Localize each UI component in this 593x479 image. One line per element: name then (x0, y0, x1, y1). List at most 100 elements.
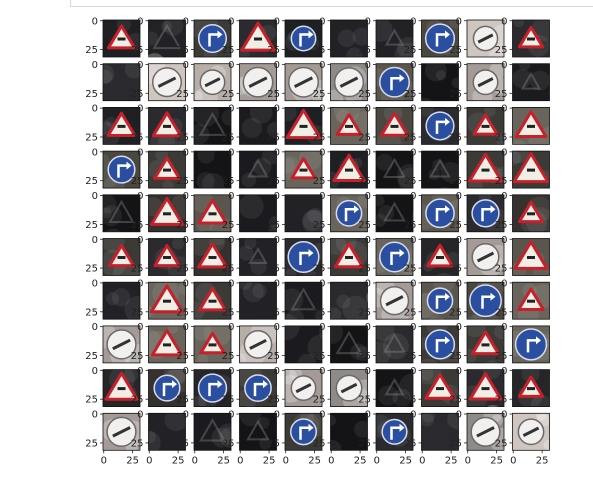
tile-texture (249, 100, 273, 124)
y-tick-label: 25 (313, 307, 326, 318)
warning-symbol (481, 124, 490, 128)
faint-sign (382, 332, 407, 353)
sign-image-tile: 0 25 (404, 187, 467, 233)
faint-sign (290, 287, 317, 311)
arrow-icon (390, 76, 400, 91)
tile-texture (280, 288, 304, 312)
axes-frame (421, 19, 459, 58)
tile-texture (272, 313, 300, 341)
tile-background (285, 282, 322, 320)
y-tick-label: 25 (176, 133, 189, 144)
arrow-icon (390, 251, 400, 265)
faint-sign (247, 158, 269, 178)
axes-frame (193, 369, 232, 408)
tile-texture (137, 431, 161, 455)
axes-frame (375, 63, 414, 102)
warning-symbol (117, 387, 126, 391)
axes-frame (102, 325, 141, 364)
tile-texture (307, 207, 323, 224)
sign-image-tile: 0 25 (176, 60, 232, 110)
sign-image-tile: 0 25 (267, 313, 333, 372)
tile-texture (323, 89, 344, 110)
y-tick-label: 25 (358, 307, 371, 318)
arrow-icon (481, 295, 491, 309)
y-tick-label: 25 (85, 45, 98, 56)
tile-texture (528, 136, 539, 147)
warning-symbol (208, 343, 217, 347)
tile-texture (378, 385, 399, 406)
faint-sign (383, 201, 406, 222)
y-tick-label: 0 (456, 104, 462, 115)
y-tick-label: 25 (495, 45, 508, 56)
warning-symbol (117, 124, 126, 128)
tile-background (148, 413, 186, 451)
tile-texture (352, 27, 371, 46)
y-tick-label: 25 (222, 89, 235, 100)
arrow-icon (435, 120, 445, 134)
tile-texture (238, 245, 254, 261)
sign-image-tile: 0 25 (267, 104, 326, 145)
sign-image-tile: 0 25 (85, 147, 141, 197)
arrow-icon (253, 382, 263, 397)
tile-texture (105, 292, 119, 306)
tile-texture (532, 16, 558, 41)
axes-frame (102, 238, 141, 276)
axes-frame (375, 281, 414, 320)
y-tick-label: 25 (267, 133, 280, 144)
y-tick-label: 25 (404, 220, 417, 231)
y-tick-label: 25 (449, 264, 462, 275)
y-tick-label: 25 (222, 133, 235, 144)
warning-triangle (107, 244, 136, 268)
warning-triangle (285, 108, 322, 140)
sign-image-tile: 0 25 (131, 15, 186, 58)
y-tick-label: 25 (222, 395, 235, 406)
y-tick-label: 25 (85, 395, 98, 406)
y-tick-label: 25 (131, 351, 144, 362)
y-tick-label: 25 (176, 351, 189, 362)
blue-direction-sign (379, 241, 410, 273)
sign-image-tile: 0 25 (449, 235, 511, 277)
sign-image-tile: 0 25 (495, 278, 556, 326)
y-tick-label: 0 (92, 191, 98, 202)
sign-image-tile: 0 25 (85, 59, 144, 102)
tile-texture (192, 321, 212, 342)
axes-frame (148, 412, 186, 451)
tile-texture (322, 439, 342, 460)
arrow-head-icon (445, 336, 450, 345)
y-tick-label: 0 (410, 366, 416, 377)
tile-texture (111, 288, 131, 307)
tile-background (376, 369, 413, 407)
y-tick-label: 25 (267, 45, 280, 56)
warning-triangle (197, 242, 228, 269)
tile-texture (382, 333, 409, 360)
warning-triangle (517, 287, 545, 311)
y-tick-label: 25 (495, 220, 508, 231)
axes-frame (330, 412, 368, 451)
sign-stripe (339, 76, 359, 88)
faint-sign (335, 330, 363, 355)
warning-triangle (332, 153, 366, 182)
y-tick-label: 0 (137, 278, 143, 289)
x-tick-label: 0 (283, 455, 289, 466)
tile-texture (505, 139, 530, 164)
y-tick-label: 25 (222, 264, 235, 275)
tile-texture (97, 154, 110, 167)
axes-frame (102, 107, 141, 145)
y-tick-label: 25 (358, 264, 371, 275)
warning-triangle (290, 157, 317, 180)
axes-frame (421, 238, 459, 276)
tile-texture (327, 235, 347, 255)
blue-direction-sign (514, 328, 548, 361)
sign-image-tile: 0 25 (404, 272, 459, 320)
y-tick-label: 0 (410, 147, 416, 158)
axes-frame (466, 325, 505, 364)
tile-texture (100, 228, 125, 253)
axes-frame (330, 238, 368, 276)
warning-symbol (527, 124, 535, 128)
axes-frame (466, 238, 505, 276)
warning-triangle (106, 111, 137, 137)
axes-frame (148, 19, 186, 58)
y-tick-label: 0 (183, 366, 189, 377)
